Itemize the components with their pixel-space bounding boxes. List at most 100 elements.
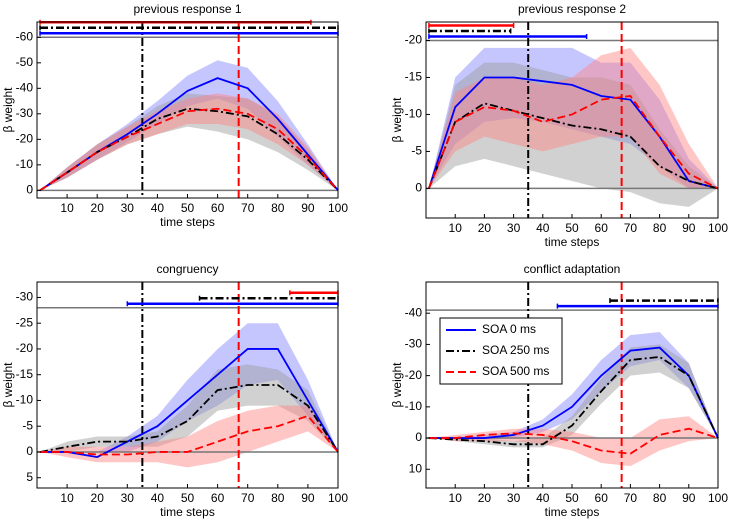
- x-axis-label: time steps: [160, 215, 215, 229]
- x-tick-label: 40: [536, 221, 550, 235]
- panel-title: previous response 2: [518, 2, 626, 16]
- series-line: [428, 355, 719, 446]
- x-tick-label: 50: [181, 201, 195, 215]
- y-axis-label: β weight: [390, 362, 404, 408]
- panel-title: congruency: [156, 262, 218, 276]
- panel: conflict adaptation time steps β weight 10 2…: [390, 262, 728, 519]
- confidence-band: [40, 323, 338, 452]
- x-tick-label: 10: [60, 491, 74, 505]
- confidence-band: [428, 62, 718, 207]
- x-axis-label: time steps: [545, 505, 600, 519]
- x-tick-label: 50: [181, 491, 195, 505]
- x-tick-label: 30: [121, 491, 135, 505]
- plot-frame: [425, 281, 719, 489]
- y-tick-label: -15: [16, 367, 34, 381]
- y-tick-label: -20: [405, 33, 423, 47]
- y-tick-label: -20: [16, 132, 34, 146]
- y-tick-label: -5: [411, 144, 422, 158]
- y-tick-label: -10: [405, 399, 423, 413]
- y-tick-label: 0: [26, 183, 33, 197]
- confidence-band: [40, 93, 338, 191]
- y-tick-label: -40: [405, 305, 423, 319]
- x-tick-label: 20: [478, 221, 492, 235]
- y-tick-label: -60: [16, 29, 34, 43]
- y-tick-label: -20: [405, 368, 423, 382]
- series-line: [40, 348, 339, 459]
- x-tick-label: 70: [241, 491, 255, 505]
- x-tick-label: 10: [449, 491, 463, 505]
- y-tick-label: 5: [26, 470, 33, 484]
- y-tick-label: -5: [22, 418, 33, 432]
- x-tick-label: 10: [449, 221, 463, 235]
- y-tick-label: -10: [16, 393, 34, 407]
- y-tick-label: -25: [16, 315, 34, 329]
- y-tick-label: -40: [16, 80, 34, 94]
- series-line: [39, 384, 339, 453]
- x-tick-label: 40: [536, 491, 550, 505]
- series-line: [39, 107, 339, 192]
- y-tick-label: -10: [16, 157, 34, 171]
- x-tick-label: 50: [565, 221, 579, 235]
- x-tick-label: 40: [151, 201, 165, 215]
- x-tick-label: 30: [121, 201, 135, 215]
- y-tick-label: -20: [16, 341, 34, 355]
- panel-title: previous response 1: [133, 2, 241, 16]
- x-tick-label: 20: [91, 201, 105, 215]
- x-tick-label: 90: [301, 491, 315, 505]
- y-tick-label: 0: [415, 181, 422, 195]
- y-axis-label: β weight: [1, 362, 15, 408]
- y-axis-label: β weight: [1, 87, 15, 133]
- series-line: [428, 76, 719, 190]
- y-tick-label: 10: [409, 461, 423, 475]
- y-tick-label: -30: [405, 337, 423, 351]
- confidence-band: [428, 344, 718, 448]
- series-line: [40, 414, 339, 456]
- x-tick-label: 80: [271, 201, 285, 215]
- x-tick-label: 70: [241, 201, 255, 215]
- x-tick-label: 60: [595, 491, 609, 505]
- series-line: [428, 95, 719, 190]
- x-tick-label: 90: [682, 221, 696, 235]
- x-tick-label: 20: [91, 491, 105, 505]
- series-line: [428, 102, 719, 190]
- y-tick-label: -15: [405, 70, 423, 84]
- series-line: [39, 77, 339, 192]
- x-tick-label: 100: [328, 201, 348, 215]
- x-tick-label: 60: [211, 201, 225, 215]
- x-axis-label: time steps: [545, 235, 600, 249]
- legend-label: SOA 250 ms: [482, 343, 549, 357]
- x-axis-label: time steps: [160, 505, 215, 519]
- x-tick-label: 80: [653, 491, 667, 505]
- confidence-band: [40, 60, 338, 191]
- x-tick-label: 90: [682, 491, 696, 505]
- x-tick-label: 70: [624, 221, 638, 235]
- series-line: [428, 346, 719, 439]
- x-tick-label: 30: [507, 221, 521, 235]
- x-tick-label: 80: [271, 491, 285, 505]
- x-tick-label: 100: [708, 221, 728, 235]
- x-tick-label: 50: [565, 491, 579, 505]
- confidence-band: [40, 93, 338, 191]
- y-tick-label: -30: [16, 290, 34, 304]
- x-tick-label: 20: [478, 491, 492, 505]
- x-tick-label: 100: [708, 491, 728, 505]
- y-tick-label: -30: [16, 106, 34, 120]
- x-tick-label: 80: [653, 221, 667, 235]
- x-tick-label: 90: [301, 201, 315, 215]
- legend-label: SOA 0 ms: [482, 322, 536, 336]
- panel: previous response 2 time steps β weight 10 2…: [390, 2, 728, 249]
- x-tick-label: 100: [328, 491, 348, 505]
- y-tick-label: -50: [16, 55, 34, 69]
- x-tick-label: 60: [595, 221, 609, 235]
- x-tick-label: 70: [624, 491, 638, 505]
- x-tick-label: 60: [211, 491, 225, 505]
- y-axis-label: β weight: [390, 97, 404, 143]
- legend-label: SOA 500 ms: [482, 364, 549, 378]
- y-tick-label: 0: [26, 444, 33, 458]
- confidence-band: [40, 364, 338, 452]
- series-line: [39, 107, 339, 192]
- x-tick-label: 40: [151, 491, 165, 505]
- x-tick-label: 30: [507, 491, 521, 505]
